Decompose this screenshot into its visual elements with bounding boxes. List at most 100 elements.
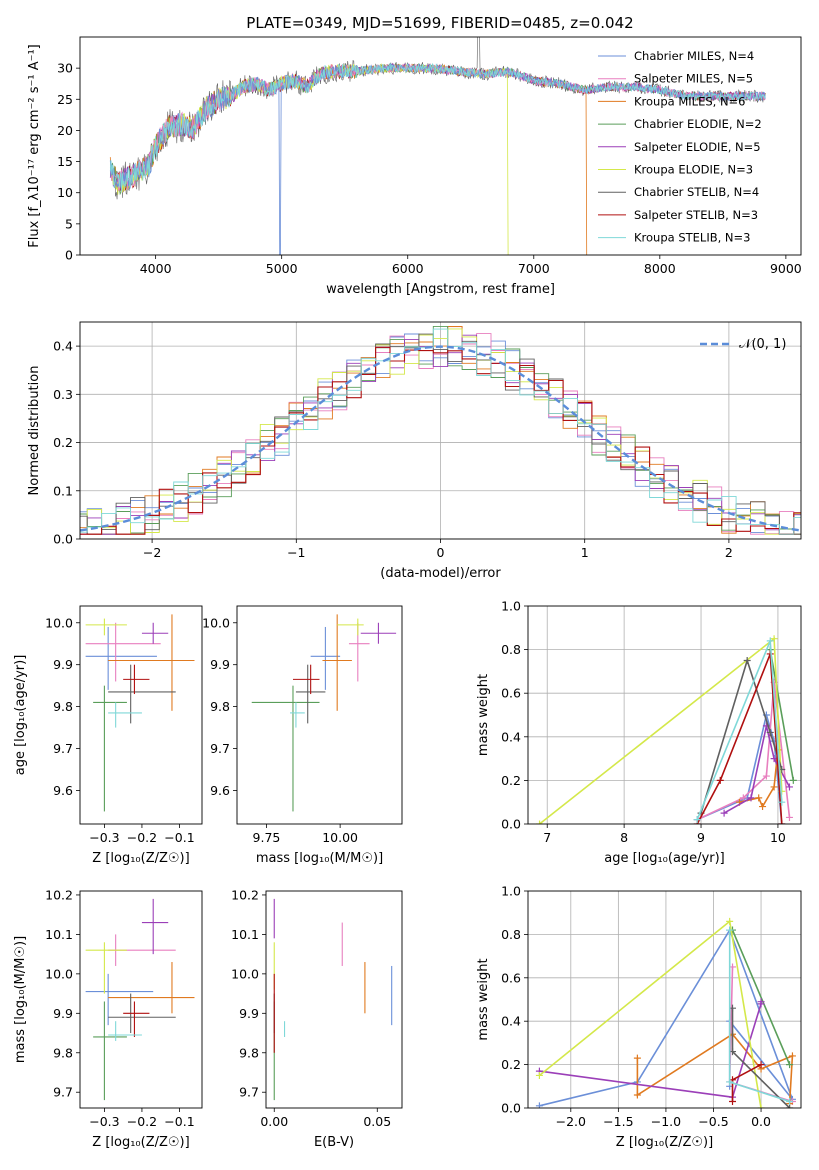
age_vs_Z-errorbar-point bbox=[123, 664, 150, 695]
mass_vs_ebv-x-tick-label: 0.05 bbox=[363, 1114, 391, 1129]
weights_vs_Z-plot-area bbox=[528, 891, 801, 1108]
weights_vs_age-point-marker bbox=[785, 813, 793, 821]
weights_vs_Z-x-tick-label: −0.5 bbox=[698, 1114, 728, 1129]
mass_vs_Z-y-axis-label: mass [log₁₀(M/M☉)] bbox=[13, 936, 28, 1063]
weights_vs_age-point-marker bbox=[770, 635, 778, 643]
weights_vs_Z-x-tick-label: −2.0 bbox=[556, 1114, 586, 1129]
weights_vs_Z-y-ticks: 0.0 0.2 0.4 0.6 0.8 1.0 bbox=[501, 884, 528, 1116]
age_vs_Z-errorbar-point bbox=[93, 685, 127, 812]
weights_vs_Z-y-tick-label: 1.0 bbox=[501, 884, 521, 899]
weights_vs_Z-point-marker bbox=[786, 1097, 794, 1105]
age_vs_Z-x-ticks: −0.3 −0.2 −0.1 bbox=[89, 824, 195, 845]
weights_vs_Z-point-marker bbox=[757, 998, 765, 1006]
age_vs_mass-x-tick-label: 10.00 bbox=[322, 830, 358, 845]
age_vs_Z-errorbar-point bbox=[141, 622, 169, 644]
spectrum-series-line bbox=[109, 63, 588, 255]
mass_vs_ebv-y-tick-label: 10.0 bbox=[231, 966, 259, 981]
residuals-x-tick-label: −2 bbox=[143, 545, 161, 560]
weights_vs_age-point-marker bbox=[778, 820, 786, 824]
spectrum-y-tick-label: 25 bbox=[57, 92, 73, 107]
weights_vs_age-series-line bbox=[696, 653, 783, 824]
weights_vs_Z-x-axis-label: Z [log₁₀(Z/Z☉)] bbox=[616, 1135, 713, 1150]
age_vs_mass-y-tick-label: 9.7 bbox=[210, 741, 230, 756]
panel-spectrum: 4000 5000 6000 7000 8000 9000 0 5 10 15 20 25 30 wave… bbox=[27, 36, 802, 297]
weights_vs_Z-x-ticks: −2.0 −1.5 −1.0 −0.5 0.0 bbox=[556, 1108, 771, 1129]
panel-mass_vs_ebv: 0.00 0.05 9.7 9.8 9.9 10.0 10.1 10.2 E(B-V) bbox=[231, 887, 403, 1150]
mass_vs_Z-y-tick-label: 10.0 bbox=[45, 966, 73, 981]
spectrum-x-tick-label: 6000 bbox=[392, 261, 424, 276]
mass_vs_ebv-x-ticks: 0.00 0.05 bbox=[260, 1108, 391, 1129]
weights_vs_age-y-ticks: 0.0 0.2 0.4 0.6 0.8 1.0 bbox=[501, 599, 528, 832]
spectrum-y-tick-label: 30 bbox=[57, 61, 73, 76]
residuals-x-tick-label: 2 bbox=[725, 545, 733, 560]
age_vs_Z-y-tick-label: 9.7 bbox=[53, 741, 73, 756]
weights_vs_age-y-tick-label: 0.4 bbox=[501, 729, 521, 744]
mass_vs_Z-errorbar-point bbox=[93, 1001, 127, 1101]
weights_vs_Z-point-marker bbox=[535, 1102, 543, 1108]
normal-reference-curve bbox=[80, 345, 801, 532]
age_vs_Z-plot-area bbox=[85, 614, 195, 812]
panel-weights_vs_age: 7 8 9 10 0.0 0.2 0.4 0.6 0.8 1.0 age [log₁₀(age/yr… bbox=[476, 599, 802, 866]
mass_vs_Z-y-tick-label: 9.7 bbox=[53, 1085, 73, 1100]
mass_vs_Z-y-ticks: 9.7 9.8 9.9 10.0 10.1 10.2 bbox=[45, 887, 80, 1100]
residuals-x-axis-label: (data-model)/error bbox=[380, 566, 501, 581]
weights_vs_age-x-axis-label: age [log₁₀(age/yr)] bbox=[604, 851, 725, 866]
age_vs_Z-y-tick-label: 9.8 bbox=[53, 699, 73, 714]
weights_vs_age-point-marker bbox=[762, 772, 770, 780]
age_vs_Z-x-tick-label: −0.3 bbox=[89, 830, 119, 845]
age_vs_mass-x-ticks: 9.75 10.00 bbox=[253, 824, 358, 845]
mass_vs_ebv-y-tick-label: 9.9 bbox=[239, 1006, 259, 1021]
legend-label: Kroupa MILES, N=6 bbox=[634, 94, 746, 108]
residual-histogram bbox=[80, 346, 801, 535]
mass_vs_ebv-y-tick-label: 9.8 bbox=[239, 1045, 259, 1060]
weights_vs_age-point-marker bbox=[770, 755, 778, 763]
weights_vs_Z-series-line bbox=[731, 929, 791, 1065]
spectrum-y-tick-label: 20 bbox=[57, 123, 73, 138]
age_vs_mass-plot-area bbox=[251, 614, 397, 812]
legend-label: 𝒩(0, 1) bbox=[739, 337, 786, 352]
age_vs_Z-y-tick-label: 10.0 bbox=[45, 615, 73, 630]
residuals-y-ticks: 0.0 0.1 0.2 0.3 0.4 bbox=[53, 339, 80, 547]
residuals-y-tick-label: 0.0 bbox=[53, 532, 73, 547]
spectrum-legend: Chabrier MILES, N=4 Salpeter MILES, N=5 Kr… bbox=[598, 49, 762, 245]
weights_vs_age-point-marker bbox=[743, 657, 751, 664]
weights_vs_Z-point-marker bbox=[726, 926, 734, 934]
spectrum-y-tick-label: 10 bbox=[57, 185, 73, 200]
residuals-legend: 𝒩(0, 1) bbox=[700, 337, 786, 352]
age_vs_Z-errorbar-point bbox=[108, 702, 142, 728]
residuals-y-tick-label: 0.1 bbox=[53, 483, 73, 498]
weights_vs_age-x-ticks: 7 8 9 10 bbox=[543, 824, 786, 845]
weights_vs_Z-y-axis-label: mass weight bbox=[476, 958, 491, 1040]
age_vs_mass-errorbar-point bbox=[290, 702, 305, 728]
age_vs_Z-x-axis-label: Z [log₁₀(Z/Z☉)] bbox=[92, 851, 189, 866]
mass_vs_ebv-y-ticks: 9.7 9.8 9.9 10.0 10.1 10.2 bbox=[231, 887, 266, 1100]
residuals-plot-area bbox=[80, 322, 801, 539]
age_vs_Z-x-tick-label: −0.2 bbox=[127, 830, 157, 845]
mass_vs_Z-y-tick-label: 10.2 bbox=[45, 887, 73, 902]
weights_vs_age-y-tick-label: 0.2 bbox=[501, 773, 521, 788]
age_vs_mass-y-tick-label: 9.6 bbox=[210, 783, 230, 798]
mass_vs_ebv-y-tick-label: 9.7 bbox=[239, 1085, 259, 1100]
weights_vs_Z-point-marker bbox=[535, 1071, 543, 1079]
age_vs_mass-errorbar-point bbox=[292, 664, 320, 695]
age_vs_Z-errorbar-point bbox=[85, 626, 157, 690]
weights_vs_Z-y-tick-label: 0.6 bbox=[501, 970, 521, 985]
panel-residuals: −2 −1 0 1 2 0.0 0.1 0.2 0.3 0.4 (data-model)/error… bbox=[27, 321, 802, 581]
legend-label: Kroupa ELODIE, N=3 bbox=[634, 163, 753, 177]
legend-label: Salpeter ELODIE, N=5 bbox=[634, 140, 761, 154]
age_vs_mass-y-tick-label: 9.8 bbox=[210, 699, 230, 714]
age_vs_Z-frame bbox=[79, 605, 203, 825]
legend-label: Chabrier MILES, N=4 bbox=[634, 49, 754, 63]
weights_vs_age-frame bbox=[527, 605, 802, 825]
residuals-x-tick-label: 1 bbox=[581, 545, 589, 560]
spectrum-y-tick-label: 15 bbox=[57, 154, 73, 169]
weights_vs_Z-series-line bbox=[538, 919, 762, 1108]
spectrum-y-tick-label: 5 bbox=[65, 216, 73, 231]
weights_vs_Z-y-tick-label: 0.8 bbox=[501, 927, 521, 942]
mass_vs_ebv-y-tick-label: 10.1 bbox=[231, 927, 259, 942]
panel-mass_vs_Z: −0.3 −0.2 −0.1 9.7 9.8 9.9 10.0 10.1 10.2 Z [log₁… bbox=[13, 887, 203, 1150]
age_vs_mass-errorbar-point bbox=[348, 622, 370, 682]
weights_vs_age-point-marker bbox=[536, 820, 544, 824]
weights_vs_age-series-line bbox=[769, 649, 795, 781]
spectrum-x-tick-label: 5000 bbox=[266, 261, 298, 276]
